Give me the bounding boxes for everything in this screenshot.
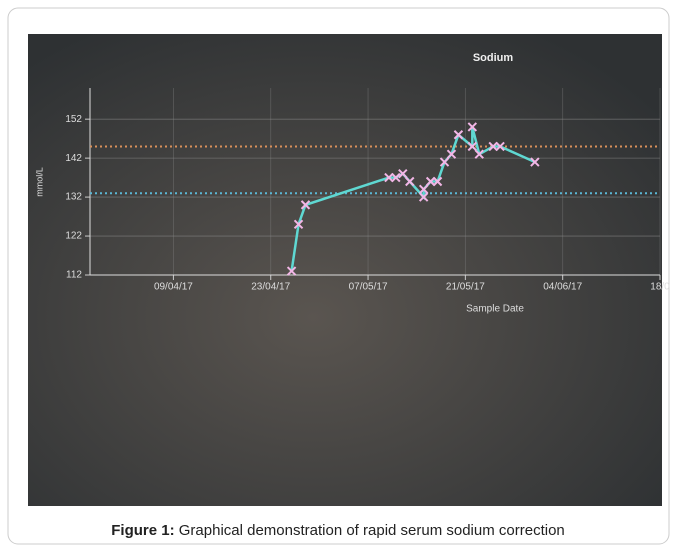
screen (28, 34, 662, 506)
data-point (439, 157, 450, 167)
data-point (418, 192, 429, 202)
data-point (467, 122, 478, 132)
caption-label: Figure 1: (111, 522, 174, 539)
plot: 112 122 132 142 152 09/04/17 23/04/17 07/05/17 2… (65, 88, 670, 293)
data-point (425, 176, 436, 187)
x-tick-label: 18/0 (650, 282, 670, 293)
data-point (446, 149, 457, 159)
y-tick-label: 112 (66, 270, 82, 281)
data-point (495, 141, 505, 152)
data-point (530, 157, 540, 167)
x-tick-label: 21/05/17 (446, 282, 485, 293)
x-axis-label: Sample Date (466, 304, 524, 315)
data-point (488, 141, 498, 152)
data-point (405, 176, 415, 187)
chart-title: Sodium (473, 52, 514, 64)
y-tick-label: 132 (65, 192, 82, 203)
data-point (474, 149, 484, 159)
data-point (391, 172, 401, 183)
data-point (432, 176, 443, 187)
y-tick-label: 152 (65, 114, 82, 125)
y-tick-label: 142 (65, 153, 82, 164)
y-axis-label: mmol/L (34, 167, 44, 197)
data-point (300, 200, 311, 210)
data-point (467, 141, 478, 152)
x-tick-label: 04/06/17 (543, 282, 582, 293)
data-point (286, 266, 297, 276)
data-point (453, 130, 464, 140)
x-tick-label: 09/04/17 (154, 282, 193, 293)
data-point (384, 172, 394, 183)
data-point (418, 184, 429, 194)
data-point (293, 219, 304, 230)
x-tick-label: 23/04/17 (251, 282, 290, 293)
y-tick-label: 122 (65, 231, 82, 242)
caption-text: Graphical demonstration of rapid serum s… (179, 522, 565, 539)
data-point (398, 169, 408, 179)
caption: Figure 1: Graphical demonstration of rap… (111, 522, 565, 539)
x-tick-label: 07/05/17 (349, 282, 388, 293)
